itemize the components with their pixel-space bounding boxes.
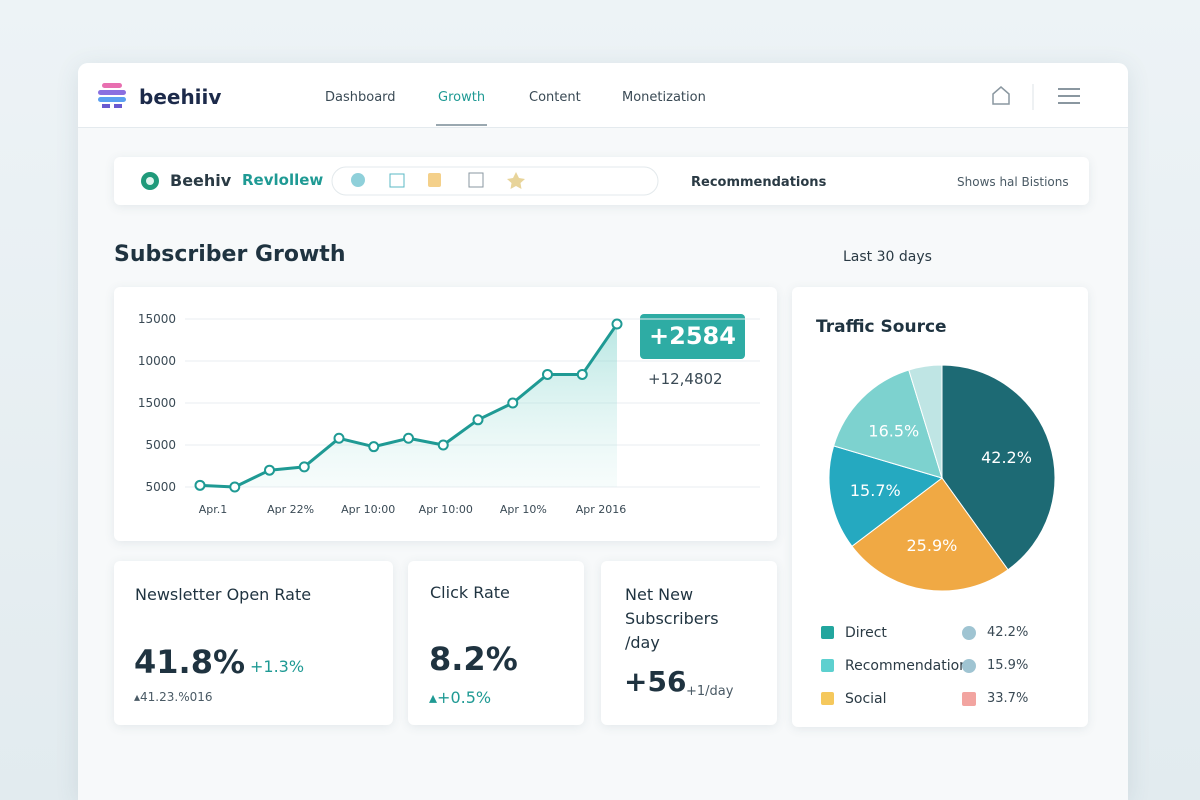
nav-icons	[992, 84, 1080, 110]
pie-title: Traffic Source	[816, 317, 947, 337]
card	[114, 561, 393, 725]
nav-link[interactable]: Content	[529, 90, 581, 105]
toolbar-brand-sub: Revlollew	[242, 171, 324, 189]
legend-dot	[962, 692, 976, 706]
legend-name: Recommendations	[845, 658, 976, 674]
range-select[interactable]: Last 30 days	[843, 249, 932, 265]
legend-name: Direct	[845, 625, 887, 641]
card-value: +56	[624, 665, 687, 698]
toolbar-icons	[141, 166, 659, 196]
card-value: 41.8%	[134, 643, 246, 681]
card-title: Net New Subscribers /day	[625, 585, 719, 652]
legend-name: Social	[845, 691, 887, 707]
nav-underline	[436, 124, 487, 126]
legend-dot	[962, 659, 976, 673]
nav-link[interactable]: Growth	[438, 90, 486, 105]
page-title: Subscriber Growth	[114, 242, 346, 267]
dropdown[interactable]: Recommendations	[691, 175, 827, 190]
card-change: +1.3%	[250, 657, 305, 676]
legend-value: 42.2%	[987, 625, 1029, 640]
card-title: Newsletter Open Rate	[135, 585, 312, 604]
legend-dot	[962, 626, 976, 640]
legend-value: 33.7%	[987, 691, 1029, 706]
logo-icon	[98, 83, 126, 108]
toolbar-action[interactable]: Shows hal Bistions	[957, 175, 1069, 189]
legend-value: 15.9%	[987, 658, 1029, 673]
card	[408, 561, 584, 725]
logo: beehiiv	[139, 85, 222, 109]
nav-link[interactable]: Monetization	[622, 90, 706, 105]
nav-link[interactable]: Dashboard	[325, 90, 396, 105]
card-title: Click Rate	[430, 583, 510, 602]
badge: +2584	[640, 314, 745, 359]
toolbar-brand: Beehiv	[170, 171, 232, 190]
legend-swatch	[821, 659, 834, 672]
legend-swatch	[821, 692, 834, 705]
card-sub-text: +0.5%	[437, 688, 492, 707]
badge-sub: +12,4802	[648, 370, 723, 388]
card	[601, 561, 777, 725]
card-sub-text: 41.23.%016	[140, 690, 213, 704]
card-value: 8.2%	[429, 640, 518, 678]
legend-swatch	[821, 626, 834, 639]
card-sub: ▴+0.5%	[429, 688, 492, 707]
toolbar	[114, 157, 1089, 205]
navbar	[78, 63, 1128, 128]
card-change: +1/day	[686, 684, 734, 699]
card-sub: ▴41.23.%016	[134, 690, 213, 704]
